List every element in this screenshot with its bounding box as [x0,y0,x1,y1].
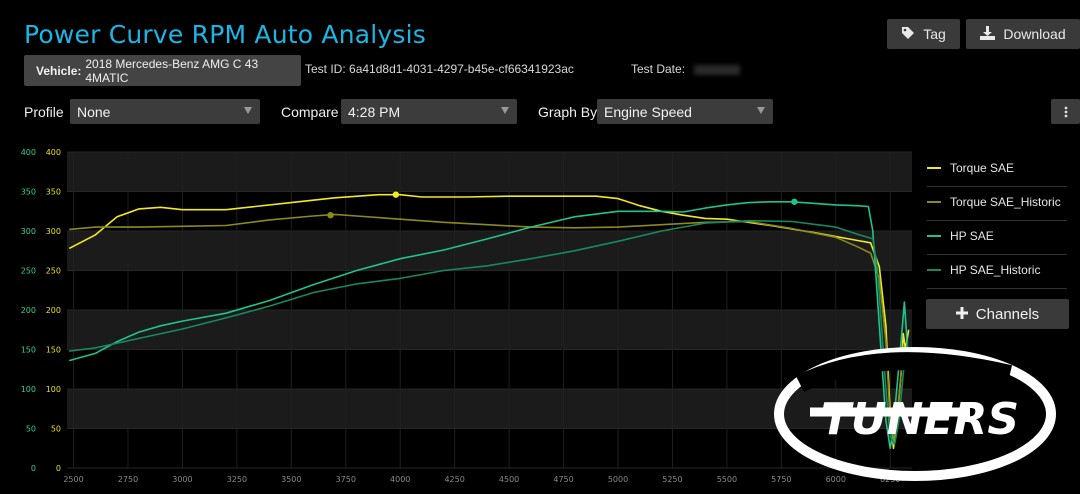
series-line-hp-sae-historic [69,219,909,446]
series-marker-torque-sae [392,191,400,198]
x-tick-label: 4750 [553,475,573,484]
download-button-label[interactable]: Download [1003,26,1066,42]
chevron-down-icon [501,107,509,114]
test-id: Test ID: 6a41d8d1-4031-4297-b45e-cf66341… [305,62,574,76]
graph-by-label: Graph By [538,104,598,120]
profile-select[interactable]: None [70,99,260,124]
y-tick-label-hp: 300 [21,227,36,236]
vehicle-badge: Vehicle: 2018 Mercedes-Benz AMG C 43 4MA… [24,55,301,86]
x-tick-label: 3500 [281,475,301,484]
legend-item[interactable]: Torque SAE_Historic [927,195,1061,209]
y-tick-label-torque: 50 [51,425,61,434]
test-id-value: 6a41d8d1-4031-4297-b45e-cf66341923ac [349,62,574,76]
series-marker-hp-sae [791,198,798,205]
y-tick-label-torque: 400 [46,148,61,157]
y-tick-label-torque: 250 [46,267,61,276]
tag-icon [901,26,915,43]
chevron-down-icon [757,107,765,114]
legend-label: Torque SAE [950,161,1015,175]
x-tick-label: 6000 [826,475,846,484]
y-tick-label-torque: 150 [46,346,61,355]
legend-divider [927,288,1067,289]
grid-band [67,231,912,271]
x-tick-label: 5500 [717,475,737,484]
x-tick-label: 3250 [227,475,247,484]
legend-swatch [927,201,941,203]
power-curve-chart[interactable]: 0 0 50 50 100 100 150 150 200 200 250 250 300 300 350 3… [0,140,915,494]
vehicle-value: 2018 Mercedes-Benz AMG C 43 4MATIC [85,56,259,85]
test-date-label: Test Date: [631,62,686,76]
legend-label: Torque SAE_Historic [950,195,1061,209]
grid-band [67,389,912,429]
y-tick-label-torque: 100 [46,385,61,394]
series-marker-torque-sae-historic [327,212,334,219]
legend-item[interactable]: Torque SAE [927,161,1014,175]
download-icon [980,25,996,43]
test-id-label: Test ID: [305,62,346,76]
logo-text: TUNERS [821,394,1019,445]
tag-button-label: Tag [923,26,946,42]
y-tick-label-hp: 200 [21,306,36,315]
x-tick-label: 5000 [608,475,628,484]
legend-divider [927,254,1067,255]
more-options-button[interactable] [1051,99,1080,124]
page-title: Power Curve RPM Auto Analysis [24,20,426,49]
legend-swatch [927,167,941,169]
y-tick-label-torque: 0 [56,464,61,473]
etuners-logo: TUNERS [774,347,1056,481]
legend-item[interactable]: HP SAE_Historic [927,263,1040,277]
y-tick-label-torque: 350 [46,188,61,197]
x-tick-label: 4250 [444,475,464,484]
series-line-hp-sae [68,200,909,450]
legend-swatch [927,269,941,271]
y-tick-label-torque: 300 [46,227,61,236]
graph-by-select[interactable]: Engine Speed [597,99,773,124]
x-tick-label: 2750 [118,475,138,484]
x-tick-label: 5750 [771,475,791,484]
x-tick-label: 4000 [390,475,410,484]
graph-by-select-value: Engine Speed [604,103,692,120]
channels-button[interactable]: Channels [926,299,1069,329]
y-tick-label-hp: 0 [31,464,36,473]
x-tick-label: 3000 [172,475,192,484]
compare-select-value: 4:28 PM [348,103,401,120]
profile-select-value: None [77,103,111,120]
y-tick-label-hp: 100 [21,385,36,394]
chevron-down-icon [244,107,252,114]
legend-divider [927,186,1067,187]
x-tick-label: 3750 [336,475,356,484]
profile-label: Profile [24,104,64,120]
x-tick-label: 5250 [662,475,682,484]
legend-label: HP SAE_Historic [950,263,1041,277]
legend-label: HP SAE [950,229,994,243]
tag-button[interactable]: Tag [887,19,960,49]
grid-band [67,152,912,192]
vehicle-label: Vehicle: [36,63,82,78]
download-button[interactable]: Download [966,19,1080,49]
more-vertical-icon [1064,106,1067,117]
compare-select[interactable]: 4:28 PM [341,99,517,124]
y-tick-label-hp: 350 [21,188,36,197]
y-tick-label-hp: 150 [21,346,36,355]
y-tick-label-hp: 400 [21,148,36,157]
y-tick-label-hp: 250 [21,267,36,276]
y-tick-label-hp: 50 [26,425,36,434]
x-tick-label: 4500 [499,475,519,484]
test-date-redacted [694,64,741,75]
series-line-torque-sae-historic [69,213,910,442]
channels-button-label: Channels [975,305,1040,323]
y-tick-label-torque: 200 [46,306,61,315]
plus-icon [955,306,968,323]
x-tick-label: 2500 [63,475,83,484]
legend-swatch [927,235,941,237]
test-date: Test Date: [631,62,741,76]
legend-divider [927,220,1067,221]
legend-item[interactable]: HP SAE [927,229,994,243]
compare-label: Compare [281,104,339,120]
